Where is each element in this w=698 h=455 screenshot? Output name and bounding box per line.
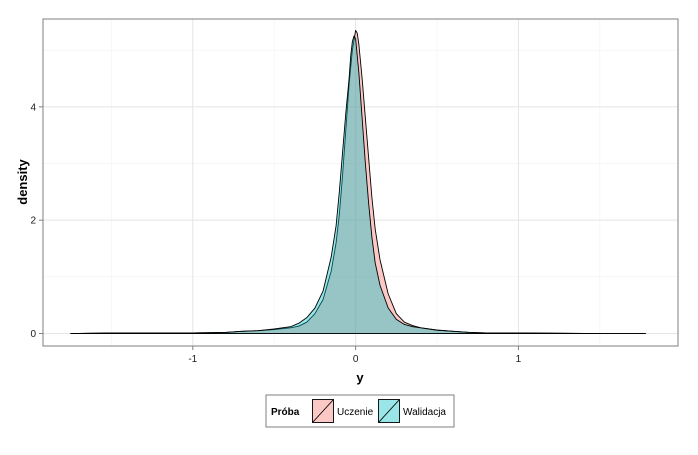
plot-panel-background xyxy=(43,19,678,346)
x-tick-label: 1 xyxy=(516,354,522,365)
x-axis-title: y xyxy=(356,370,364,385)
density-area-walidacja xyxy=(70,35,646,334)
y-axis-title: density xyxy=(15,158,30,204)
legend-key-slash xyxy=(378,399,400,423)
x-tick-label: -1 xyxy=(188,354,197,365)
legend-key-slash xyxy=(312,399,334,423)
legend-label: Uczenie xyxy=(337,407,374,418)
legend: Próba Uczenie Walidacja xyxy=(265,394,455,428)
legend-item-walidacja: Walidacja xyxy=(378,399,446,423)
legend-item-uczenie: Uczenie xyxy=(312,399,374,423)
legend-label: Walidacja xyxy=(403,407,446,418)
legend-box xyxy=(265,394,455,428)
x-tick-label: 0 xyxy=(353,354,359,365)
y-tick-label: 0 xyxy=(30,329,36,340)
plot-panel-border xyxy=(42,18,679,347)
series-layer xyxy=(70,29,646,334)
y-tick-label: 2 xyxy=(30,216,36,227)
y-tick-label: 4 xyxy=(30,102,36,113)
legend-items: Uczenie Walidacja xyxy=(312,399,446,423)
axis-layer: -1 0 1 0 2 4 xyxy=(30,102,521,365)
legend-title: Próba xyxy=(271,407,300,418)
